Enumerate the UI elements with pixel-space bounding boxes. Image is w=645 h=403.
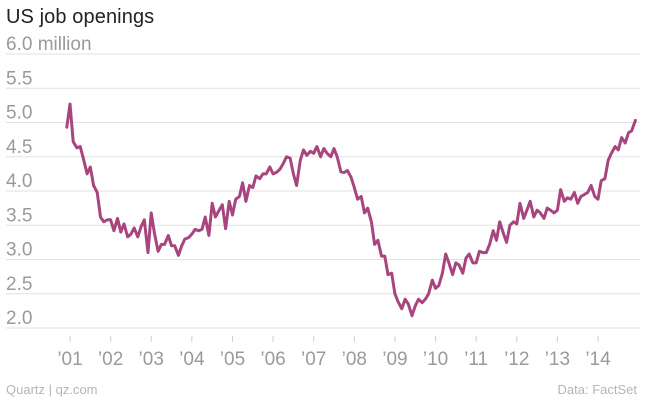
x-tick-label: ’08 <box>342 349 367 370</box>
y-tick-label: 4.5 <box>6 137 32 158</box>
x-tick-label: ’12 <box>504 349 529 370</box>
y-tick-label: 3.0 <box>6 240 32 261</box>
y-axis-ticks: 6.0 million 5.5 5.0 4.5 4.0 3.5 3.0 2.5 2.0 <box>6 34 92 329</box>
x-tick-label: ’11 <box>464 349 488 370</box>
x-tick-label: ’09 <box>382 349 407 370</box>
x-tick-label: ’01 <box>57 349 82 370</box>
data-source: Data: FactSet <box>557 382 637 397</box>
x-tick-label: ’05 <box>220 349 245 370</box>
x-tick-label: ’06 <box>260 349 285 370</box>
gridlines <box>6 53 640 329</box>
y-tick-label: 5.5 <box>6 68 32 89</box>
x-tick-label: ’02 <box>98 349 123 370</box>
x-tick-label: ’07 <box>301 349 326 370</box>
x-axis-ticks: ’01 ’02 ’03 ’04 ’05 ’06 ’07 ’08 ’09 ’10 ’11 ’12 ’13 ’… <box>57 336 611 370</box>
y-tick-label: 5.0 <box>6 103 32 124</box>
x-tick-label: ’03 <box>139 349 164 370</box>
x-tick-label: ’13 <box>545 349 570 370</box>
x-tick-label: ’10 <box>423 349 448 370</box>
y-tick-label: 2.0 <box>6 308 32 329</box>
series-line <box>65 102 637 318</box>
y-tick-label: 3.5 <box>6 205 32 226</box>
x-tick-label: ’04 <box>179 349 205 370</box>
x-tick-label: ’14 <box>585 349 611 370</box>
chart-title: US job openings <box>6 6 155 28</box>
series-layer <box>65 102 637 318</box>
source-credit: Quartz | qz.com <box>6 382 98 397</box>
y-tick-label: 2.5 <box>6 274 32 295</box>
y-tick-label: 4.0 <box>6 171 32 192</box>
y-tick-label: 6.0 million <box>6 34 92 55</box>
